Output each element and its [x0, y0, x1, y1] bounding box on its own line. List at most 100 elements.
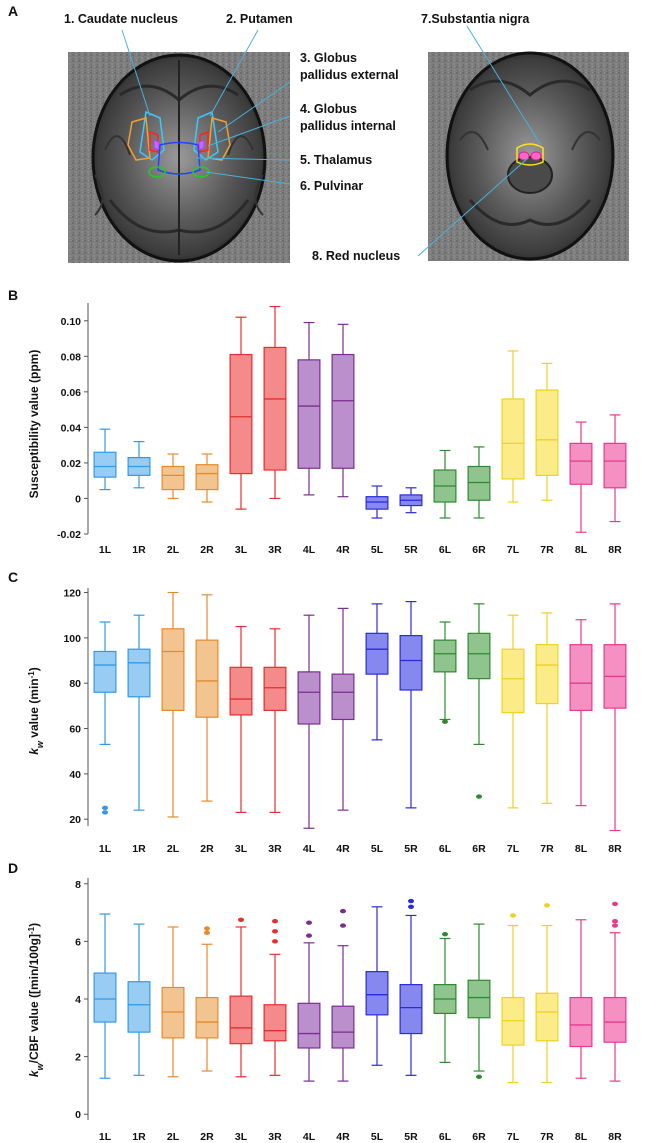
category-label: 8L — [575, 1131, 588, 1143]
chart-c: 20 40 60 80 100 120 1L 1R 2L 2R 3L 3R 4L 4R 5L 5R 6L 6R 7L… — [63, 588, 627, 855]
ylabel-d-sup: -1 — [27, 926, 36, 934]
category-label: 3L — [235, 544, 248, 556]
box-iqr — [297, 671, 321, 725]
box-8L — [569, 919, 593, 1079]
category-label: 5L — [371, 544, 384, 556]
box-7L — [501, 350, 525, 503]
outlier-point — [340, 908, 346, 914]
box-2R — [195, 453, 219, 503]
panel-letter-b: B — [8, 287, 18, 303]
box-6R — [467, 603, 491, 799]
box-iqr — [569, 996, 593, 1048]
box-5R — [399, 487, 423, 514]
box-7R — [535, 903, 559, 1084]
box-iqr — [501, 398, 525, 480]
category-label: 3R — [268, 843, 282, 855]
box-1R — [127, 441, 151, 489]
category-label: 2L — [167, 1131, 180, 1143]
y-tick-label: 0.10 — [61, 316, 82, 328]
ylabel-d-rest: /CBF value ([min/100g] — [27, 934, 41, 1063]
label-caudate: 1. Caudate nucleus — [64, 12, 178, 26]
box-iqr — [195, 639, 219, 718]
outlier-point — [340, 923, 346, 928]
outlier-point — [306, 933, 312, 938]
category-label: 1R — [132, 544, 146, 556]
chart-b: -0.02 0 0.02 0.04 0.06 0.08 0.10 1L 1R 2L 2R 3L 3R 4L… — [57, 303, 627, 556]
outlier-point — [272, 939, 278, 944]
box-iqr — [93, 451, 117, 478]
outlier-point — [102, 805, 108, 811]
box-5L — [365, 603, 389, 741]
box-iqr — [331, 673, 355, 721]
box-iqr — [263, 666, 287, 711]
label-red-nucleus: 8. Red nucleus — [312, 249, 400, 263]
category-label: 6R — [472, 843, 486, 855]
y-tick-label: 8 — [75, 879, 81, 891]
category-label: 2L — [167, 843, 180, 855]
box-3L — [229, 625, 253, 814]
box-iqr — [195, 996, 219, 1039]
box-3R — [263, 919, 287, 1076]
label-substantia-nigra: 7.Substantia nigra — [421, 12, 530, 26]
category-label: 4R — [336, 843, 350, 855]
box-2L — [161, 591, 185, 818]
category-label: 5R — [404, 843, 418, 855]
category-label: 4L — [303, 544, 316, 556]
ylabel-c-sup: -1 — [27, 671, 36, 679]
box-iqr — [535, 389, 559, 476]
ylabel-c-end: ) — [27, 667, 41, 671]
box-2L — [161, 453, 185, 500]
box-5R — [399, 600, 423, 809]
roi-substantia-nigra — [516, 143, 544, 166]
box-8R — [603, 414, 627, 523]
outlier-point — [408, 898, 414, 904]
box-iqr — [161, 465, 185, 491]
outlier-point — [102, 810, 108, 815]
box-4R — [331, 607, 355, 811]
box-iqr — [501, 648, 525, 714]
label-pulvinar: 6. Pulvinar — [300, 179, 363, 193]
box-iqr — [127, 648, 151, 698]
box-7L — [501, 614, 525, 809]
category-label: 3L — [235, 843, 248, 855]
box-7R — [535, 612, 559, 804]
panel-letter-a: A — [8, 3, 18, 19]
category-label: 1R — [132, 843, 146, 855]
box-4L — [297, 321, 321, 496]
category-label: 7L — [507, 843, 520, 855]
outlier-point — [612, 901, 618, 907]
box-iqr — [161, 628, 185, 711]
box-6L — [433, 449, 457, 519]
box-1L — [93, 913, 117, 1079]
box-iqr — [603, 442, 627, 489]
category-label: 2R — [200, 544, 214, 556]
box-3L — [229, 316, 253, 510]
box-iqr — [467, 632, 491, 680]
category-label: 8L — [575, 843, 588, 855]
category-label: 7R — [540, 1131, 554, 1143]
box-iqr — [467, 979, 491, 1019]
category-label: 5R — [404, 1131, 418, 1143]
box-iqr — [229, 995, 253, 1045]
box-6L — [433, 621, 457, 724]
box-4L — [297, 920, 321, 1082]
ylabel-b: Susceptibility value (ppm) — [27, 350, 41, 499]
ylabel-c-k: k — [27, 747, 41, 755]
category-label: 7R — [540, 843, 554, 855]
label-putamen: 2. Putamen — [226, 12, 293, 26]
label-gpe-line2: pallidus external — [300, 68, 399, 82]
box-6R — [467, 923, 491, 1079]
box-2R — [195, 594, 219, 802]
category-label: 8L — [575, 544, 588, 556]
box-5L — [365, 485, 389, 519]
box-iqr — [331, 353, 355, 469]
category-label: 5L — [371, 1131, 384, 1143]
outlier-point — [204, 930, 210, 935]
outlier-point — [272, 929, 278, 934]
category-label: 3R — [268, 544, 282, 556]
category-label: 7L — [507, 544, 520, 556]
ylabel-c: kw value (min-1) — [27, 667, 46, 755]
callout-lines — [121, 25, 541, 257]
outlier-point — [306, 920, 312, 925]
